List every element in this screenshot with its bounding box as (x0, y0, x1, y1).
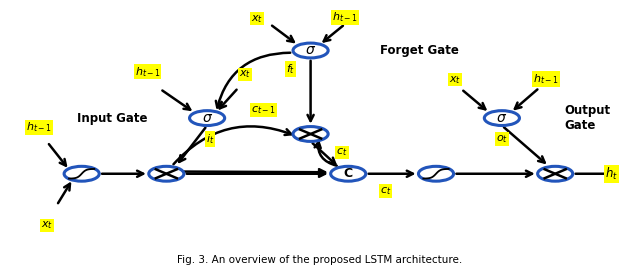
FancyArrowPatch shape (504, 127, 545, 163)
FancyArrowPatch shape (308, 61, 314, 121)
Text: $h_{t-1}$: $h_{t-1}$ (332, 11, 358, 24)
FancyArrowPatch shape (272, 26, 294, 42)
FancyArrowPatch shape (315, 142, 337, 166)
Circle shape (64, 166, 99, 181)
Text: $x_t$: $x_t$ (449, 74, 461, 86)
FancyArrowPatch shape (179, 128, 205, 162)
Text: $x_t$: $x_t$ (41, 220, 53, 231)
Circle shape (189, 111, 225, 126)
Text: C: C (344, 167, 353, 180)
Circle shape (419, 166, 454, 181)
Text: $x_t$: $x_t$ (252, 13, 263, 25)
FancyArrowPatch shape (324, 26, 343, 41)
Text: $h_t$: $h_t$ (605, 166, 618, 182)
FancyArrowPatch shape (220, 90, 237, 109)
Text: $c_t$: $c_t$ (380, 185, 392, 197)
Circle shape (293, 127, 328, 141)
FancyArrowPatch shape (515, 90, 538, 109)
Circle shape (148, 166, 184, 181)
Text: Fig. 3. An overview of the proposed LSTM architecture.: Fig. 3. An overview of the proposed LSTM… (177, 255, 463, 265)
FancyArrowPatch shape (102, 171, 143, 177)
FancyArrowPatch shape (58, 184, 70, 203)
FancyArrowPatch shape (173, 126, 291, 164)
Text: $c_{t-1}$: $c_{t-1}$ (251, 104, 276, 116)
Text: $h_{t-1}$: $h_{t-1}$ (533, 72, 559, 86)
Text: $h_{t-1}$: $h_{t-1}$ (26, 121, 52, 134)
Text: $\sigma$: $\sigma$ (496, 111, 508, 125)
FancyArrowPatch shape (163, 90, 190, 110)
FancyArrowPatch shape (369, 171, 413, 177)
FancyArrowPatch shape (575, 171, 616, 177)
Text: $c_t$: $c_t$ (336, 147, 348, 158)
Text: $f_t$: $f_t$ (286, 62, 295, 76)
FancyArrowPatch shape (49, 144, 66, 166)
FancyArrowPatch shape (312, 143, 335, 164)
Text: Output
Gate: Output Gate (564, 104, 611, 132)
Text: $\sigma$: $\sigma$ (202, 111, 212, 125)
Text: $i_t$: $i_t$ (206, 132, 214, 146)
Circle shape (331, 166, 366, 181)
Text: $\sigma$: $\sigma$ (305, 44, 316, 57)
FancyArrowPatch shape (463, 91, 485, 109)
Text: $x_t$: $x_t$ (239, 68, 251, 80)
Circle shape (484, 111, 520, 126)
FancyArrowPatch shape (178, 169, 325, 175)
FancyArrowPatch shape (456, 171, 532, 177)
Text: $h_{t-1}$: $h_{t-1}$ (134, 65, 161, 79)
FancyArrowPatch shape (187, 171, 325, 177)
Text: $o_t$: $o_t$ (496, 133, 508, 145)
Text: Forget Gate: Forget Gate (380, 44, 458, 57)
Circle shape (293, 43, 328, 58)
FancyArrowPatch shape (216, 53, 291, 107)
Circle shape (538, 166, 573, 181)
Text: Input Gate: Input Gate (77, 112, 148, 125)
